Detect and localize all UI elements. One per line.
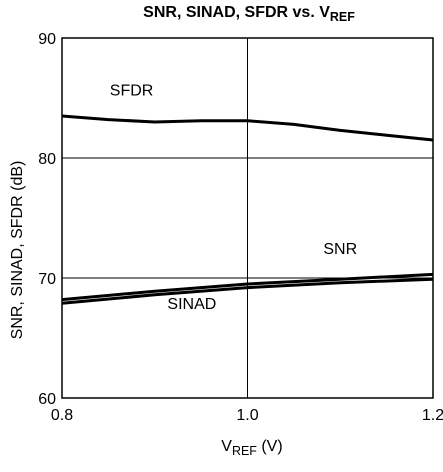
chart-title: SNR, SINAD, SFDR vs. VREF <box>143 4 355 25</box>
y-tick-label: 60 <box>38 391 56 408</box>
y-tick-label: 80 <box>38 151 56 168</box>
series-label-sinad: SINAD <box>167 296 216 313</box>
y-tick-label: 70 <box>38 271 56 288</box>
plot-frame <box>61 37 434 399</box>
y-axis-label: SNR, SINAD, SFDR (dB) <box>9 160 26 340</box>
x-tick-label: 0.8 <box>51 407 73 424</box>
series-line-snr <box>61 272 434 302</box>
series-line-sfdr <box>61 114 434 142</box>
series-label-sfdr: SFDR <box>110 83 154 100</box>
series-line-sinad <box>61 277 434 305</box>
x-tick-label: 1.2 <box>422 407 443 424</box>
x-axis-label: VREF (V) <box>221 438 283 459</box>
series-label-snr: SNR <box>323 241 357 258</box>
x-tick-label: 1.0 <box>236 407 258 424</box>
y-tick-label: 90 <box>38 31 56 48</box>
